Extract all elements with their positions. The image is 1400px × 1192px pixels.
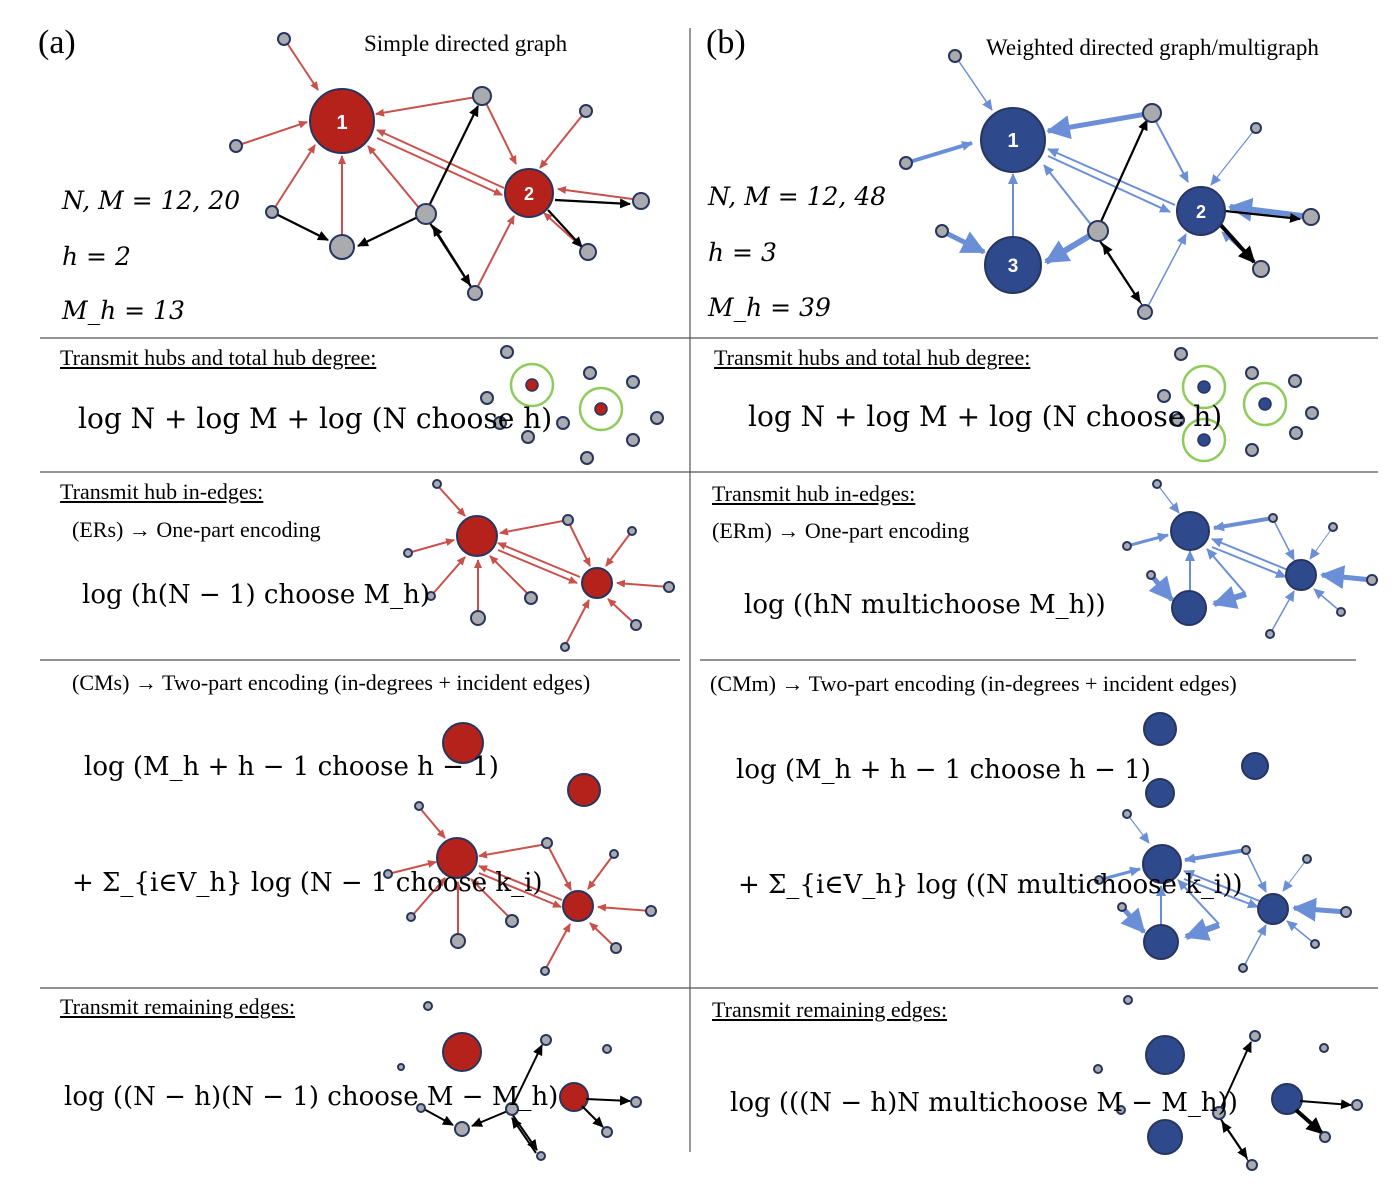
panel-a-two-part-label: (CMs) → Two-part encoding (in-degrees + … (72, 670, 591, 695)
hub-2-label-a: 2 (524, 184, 534, 204)
panel-a-title: Simple directed graph (364, 31, 568, 56)
panel-b-remaining-graph (1093, 995, 1363, 1171)
panel-a-two-part-formula-2: + Σ_{i∈V_h} log (N − 1 choose k_i) (72, 868, 543, 898)
panel-b-hubs-formula: log N + log M + log (N choose h) (748, 400, 1223, 433)
panel-b-remaining-heading: Transmit remaining edges: (712, 997, 948, 1022)
panel-b-main-graph (899, 49, 1320, 320)
panel-a-remaining-heading: Transmit remaining edges: (60, 994, 296, 1019)
panel-a-in-edges-heading: Transmit hub in-edges: (60, 479, 264, 504)
panel-b-one-part-formula: log ((hN multichoose M_h)) (744, 590, 1106, 620)
panel-a-two-part-formula-1: log (M_h + h − 1 choose h − 1) (84, 752, 499, 782)
panel-b-remaining-formula: log (((N − h)N multichoose M − M_h)) (730, 1088, 1238, 1118)
panel-b-label: (b) (706, 24, 746, 61)
panel-b-in-edges-graph-1 (1122, 479, 1378, 639)
panel-b-title: Weighted directed graph/multigraph (986, 35, 1319, 60)
panel-b-two-part-formula-2: + Σ_{i∈V_h} log ((N multichoose k_i)) (738, 870, 1243, 900)
hub-1-label-b: 1 (1007, 130, 1018, 152)
panel-a-one-part-formula: log (h(N − 1) choose M_h) (82, 580, 431, 610)
panel-b-hubs-heading: Transmit hubs and total hub degree: (714, 345, 1031, 370)
panel-b-stat-mh: M_h = 39 (708, 293, 831, 322)
panel-a-degree-nodes (442, 722, 601, 807)
panel-a-hub-selection (480, 345, 664, 465)
panel-a-label: (a) (38, 24, 76, 61)
panel-a-one-part-label: (ERs) → One-part encoding (72, 517, 321, 542)
panel-b-one-part-label: (ERm) → One-part encoding (712, 518, 970, 543)
panel-a-remaining-graph (397, 1001, 642, 1161)
panel-a-stat-nm: N, M = 12, 20 (62, 186, 241, 215)
panel-a-in-edges-graph-1 (403, 479, 675, 652)
panel-a-hubs-heading: Transmit hubs and total hub degree: (60, 345, 377, 370)
panel-b-stat-h: h = 3 (708, 238, 777, 267)
panel-a-hubs-formula: log N + log M + log (N choose h) (78, 402, 553, 435)
panel-b-in-edges-heading: Transmit hub in-edges: (712, 481, 916, 506)
hub-1-label-a: 1 (336, 112, 347, 134)
panel-b-stat-nm: N, M = 12, 48 (708, 182, 887, 211)
panel-b-hub-selection (1157, 347, 1319, 463)
panel-a-main-graph (229, 32, 650, 301)
panel-b-degree-nodes (1143, 712, 1269, 808)
panel-a-stat-mh: M_h = 13 (62, 296, 185, 325)
panel-a-stat-h: h = 2 (62, 242, 131, 271)
panel-b-two-part-formula-1: log (M_h + h − 1 choose h − 1) (736, 755, 1151, 785)
hub-3-label-b: 3 (1008, 256, 1019, 277)
panel-b-in-edges-graph-2 (1094, 809, 1352, 973)
panel-dividers (40, 28, 1378, 1152)
panel-b-two-part-label: (CMm) → Two-part encoding (in-degrees + … (710, 671, 1237, 696)
panel-a-remaining-formula: log ((N − h)(N − 1) choose M − M_h) (64, 1082, 559, 1112)
panel-a-in-edges-graph-2 (383, 801, 657, 976)
hub-2-label-b: 2 (1196, 202, 1206, 222)
